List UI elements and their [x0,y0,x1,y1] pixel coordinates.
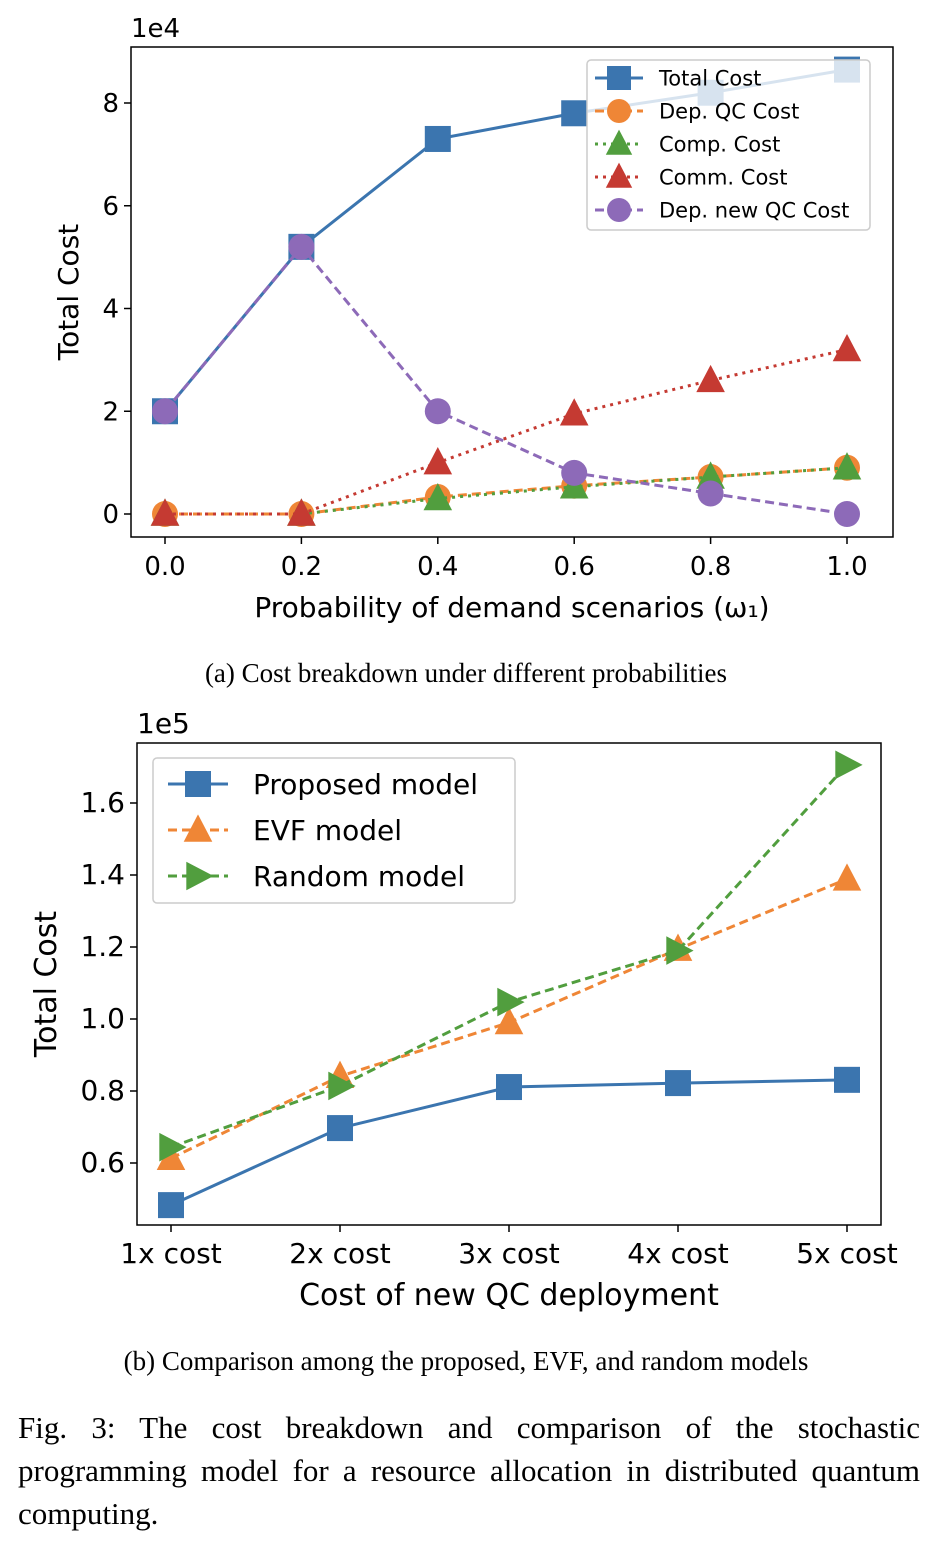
x-tick-label: 1.0 [826,552,867,582]
legend-label: Dep. QC Cost [659,99,799,123]
x-tick-label: 0.6 [554,552,595,582]
y-tick-label: 6 [102,192,119,222]
legend-marker [605,129,633,155]
legend-marker [607,198,631,222]
data-point [287,498,316,526]
y-tick-label: 1.4 [80,858,125,891]
data-point [494,1007,524,1035]
x-tick-label: 3x cost [458,1237,559,1270]
data-point [561,459,588,486]
plot-frame [130,46,894,538]
data-point [559,398,589,426]
y-tick-label: 4 [102,295,119,325]
y-tick-label: 1.6 [80,786,125,819]
series-random-model [159,750,863,1162]
data-point [328,1071,356,1101]
y-tick-label: 8 [102,89,119,119]
legend-marker [186,861,214,891]
caption-b: (b) Comparison among the proposed, EVF, … [123,1346,809,1376]
series-evf-model [156,863,862,1171]
legend-label: EVF model [253,814,402,847]
chart-b: 1x cost 2x cost 3x cost 4x cost 5x cost 0.6 0.… [29,707,898,1313]
data-point [424,125,451,152]
legend-box [152,757,516,904]
y-tick-label: 2 [102,397,119,427]
data-point [496,1074,522,1101]
data-point [834,1066,860,1093]
legend-label: Comp. Cost [659,132,780,156]
y-tick-label: 1.0 [80,1002,125,1035]
data-point [832,863,862,891]
legend-marker [607,66,631,90]
series-comm-cost [150,334,862,526]
legend-marker [183,814,213,842]
x-axis-label: Cost of new QC deployment [299,1278,719,1313]
plot-frame [136,742,882,1226]
data-point [423,447,453,475]
legend-box [586,59,871,231]
legend-label: Total Cost [658,66,761,90]
x-tick-label: 0.4 [417,552,458,582]
data-point [423,482,453,511]
legend-marker [605,162,633,188]
data-point [666,936,694,965]
legend: Proposed model EVF model Random model [152,757,516,904]
figure-caption: Fig. 3: The cost breakdown and compariso… [18,1410,920,1531]
y-tick-label: 0.8 [80,1074,125,1107]
legend-marker [185,771,211,797]
y-tick-label: 0.6 [80,1146,125,1179]
series-proposed-model [158,1066,860,1219]
x-tick-label: 0.8 [690,552,731,582]
x-tick-label: 1x cost [120,1237,221,1270]
data-point [159,1132,187,1162]
y-tick-label: 1.2 [80,930,125,963]
legend-label: Proposed model [253,768,478,801]
data-point [497,987,525,1017]
legend-marker [607,99,631,123]
data-point [832,334,862,362]
x-tick-label: 0.0 [144,552,185,582]
legend-label: Comm. Cost [659,165,787,189]
offset-label: 1e5 [137,707,190,740]
data-point [696,364,725,393]
data-point [834,501,860,527]
legend-label: Random model [253,860,465,893]
data-point [158,1192,184,1219]
data-point [150,498,180,526]
data-point [835,750,863,780]
y-tick-label: 0 [102,500,119,530]
series-line [165,466,848,516]
data-point [561,100,588,127]
data-point [156,1142,186,1171]
legend: Total Cost Dep. QC Cost Comp. Cost Comm. Co… [586,59,871,231]
data-point [697,480,724,507]
y-axis-label: Total Cost [29,911,64,1059]
series-dep-qc-cost [152,454,860,527]
series-line [165,348,848,516]
x-axis-label: Probability of demand scenarios (ω₁) [254,591,769,624]
series-dep-new-qc-cost [152,233,860,527]
x-tick-label: 2x cost [289,1237,390,1270]
data-point [152,398,178,425]
x-tick-label: 5x cost [796,1237,897,1270]
data-point [424,398,451,425]
x-tick-label: 4x cost [627,1237,728,1270]
x-tick-label: 0.2 [281,552,322,582]
data-point [327,1115,353,1142]
data-point [832,452,862,480]
data-point [288,233,315,260]
y-axis-label: Total Cost [52,224,85,362]
chart-a: 0.0 0.2 0.4 0.6 0.8 1.0 0 2 4 6 8 1e4 Probability of… [52,14,894,624]
caption-a: (a) Cost breakdown under different proba… [204,658,728,688]
data-point [665,1070,691,1097]
offset-label: 1e4 [131,14,180,44]
legend-label: Dep. new QC Cost [659,198,849,222]
data-point [696,461,725,489]
